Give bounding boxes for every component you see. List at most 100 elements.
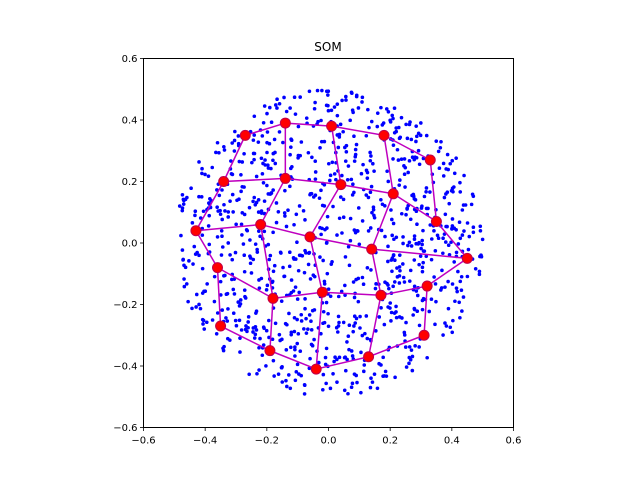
sample-point [238, 336, 242, 340]
y-tick-label: −0.2 [113, 300, 137, 311]
sample-point [349, 177, 354, 182]
sample-point [203, 172, 207, 177]
sample-point [220, 234, 224, 238]
sample-point [334, 325, 339, 330]
sample-point [220, 217, 225, 222]
sample-point [325, 271, 330, 276]
sample-point [215, 140, 220, 145]
som-node [430, 215, 442, 227]
sample-point [441, 333, 445, 337]
sample-point [407, 345, 412, 349]
sample-point [403, 185, 407, 189]
sample-point [353, 152, 358, 157]
som-edge [380, 285, 428, 297]
sample-point [333, 355, 337, 359]
sample-point [365, 170, 370, 175]
sample-point [319, 331, 323, 336]
sample-point [381, 355, 385, 360]
sample-point [292, 315, 297, 320]
sample-point [280, 337, 284, 342]
sample-point [346, 244, 351, 249]
sample-point [228, 253, 232, 257]
sample-point [353, 321, 358, 325]
sample-point [403, 345, 408, 349]
sample-point [372, 372, 377, 376]
sample-point [214, 150, 218, 155]
som-edge [269, 349, 317, 370]
sample-point [446, 279, 450, 284]
sample-point [366, 107, 370, 112]
sample-point [264, 328, 269, 333]
sample-point [317, 196, 322, 200]
sample-point [230, 257, 235, 262]
sample-point [417, 323, 422, 328]
sample-point [356, 206, 361, 210]
sample-point [408, 120, 412, 124]
sample-point [461, 295, 466, 299]
sample-point [251, 330, 255, 334]
som-edge [429, 159, 438, 222]
sample-point [450, 282, 455, 286]
sample-point [234, 323, 239, 328]
sample-point [186, 299, 190, 304]
sample-point [325, 214, 330, 219]
sample-point [261, 343, 266, 347]
sample-point [252, 336, 257, 340]
sample-point [274, 201, 279, 205]
sample-point [342, 388, 347, 393]
sample-point [321, 258, 325, 263]
sample-point [264, 364, 268, 368]
sample-point [412, 258, 417, 262]
sample-point [409, 244, 414, 248]
sample-point [361, 282, 366, 287]
y-tick-label: −0.4 [113, 362, 137, 373]
sample-point [347, 323, 352, 328]
sample-point [217, 150, 221, 155]
som-edge [272, 291, 323, 300]
sample-point [344, 94, 348, 99]
sample-point [230, 141, 234, 145]
sample-point [413, 198, 418, 202]
som-node [264, 345, 276, 357]
sample-point [313, 159, 318, 163]
sample-point [262, 104, 267, 108]
sample-point [453, 299, 457, 304]
sample-point [238, 350, 242, 354]
sample-point [458, 190, 463, 194]
sample-point [373, 286, 378, 291]
sample-point [410, 368, 415, 373]
sample-point [478, 228, 483, 233]
sample-point [397, 183, 402, 187]
sample-point [239, 173, 243, 177]
sample-point [253, 324, 258, 329]
sample-point [339, 195, 343, 199]
sample-point [320, 88, 324, 93]
sample-point [343, 283, 347, 288]
sample-point [277, 130, 282, 134]
sample-point [347, 263, 352, 268]
sample-point [450, 158, 455, 163]
sample-point [444, 324, 449, 328]
sample-point [454, 228, 458, 232]
sample-point [239, 222, 244, 227]
sample-point [197, 302, 201, 307]
sample-point [433, 249, 438, 253]
sample-point [345, 340, 349, 344]
x-tick-label: −0.2 [255, 436, 279, 447]
sample-point [285, 384, 289, 389]
sample-point [220, 308, 225, 312]
sample-point [207, 201, 211, 205]
sample-point [326, 89, 331, 94]
sample-point [408, 357, 413, 362]
sample-point [251, 257, 256, 262]
sample-point [460, 309, 464, 313]
sample-point [254, 309, 259, 314]
sample-point [359, 390, 363, 395]
sample-point [284, 348, 289, 352]
sample-point [356, 276, 361, 281]
sample-point [345, 357, 349, 362]
som-edge [368, 334, 425, 358]
sample-point [181, 258, 185, 262]
sample-point [397, 253, 402, 257]
sample-point [197, 194, 201, 199]
